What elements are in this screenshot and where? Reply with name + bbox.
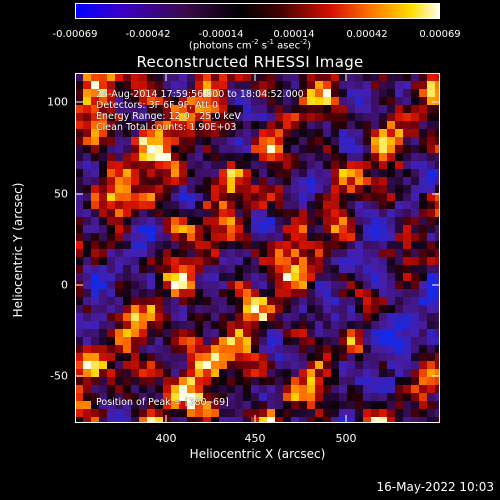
info-energy-range: Energy Range: 12.0 - 25.0 keV [96, 111, 241, 122]
y-tick-50: 50 [54, 187, 68, 201]
y-axis-label: Heliocentric Y (arcsec) [11, 182, 25, 318]
info-method-counts: Clean Total counts: 1.90E+03 [96, 122, 237, 133]
x-tick-400: 400 [155, 432, 177, 445]
y-tick-minus-50: -50 [50, 369, 68, 383]
plot-frame [75, 73, 440, 423]
info-time-range: 24-Aug-2014 17:59:56.000 to 18:04:52.000 [96, 89, 304, 100]
colorbar-tick-6: 0.00069 [419, 29, 461, 40]
colorbar-units: (photons cm-2 s-1 asec-2) [188, 38, 312, 52]
x-axis-label: Heliocentric X (arcsec) [189, 447, 326, 461]
colorbar-tick-2: -0.00042 [125, 29, 171, 40]
x-tick-500: 500 [335, 432, 357, 445]
info-detectors: Detectors: 3F 6F 9F, Att 0 [96, 100, 219, 111]
colorbar-tick-4: 0.00014 [273, 29, 315, 40]
colorbar-tick-1: -0.00069 [52, 29, 98, 40]
colorbar [75, 3, 440, 19]
axis-ticks [75, 73, 440, 423]
x-tick-450: 450 [244, 432, 266, 445]
rhessi-image [75, 73, 440, 423]
colorbar-tick-5: 0.00042 [346, 29, 388, 40]
footer-timestamp: 16-May-2022 10:03 [376, 480, 494, 494]
y-tick-0: 0 [61, 278, 68, 292]
info-peak-position: Position of Peak = [380,-69] [96, 397, 229, 408]
image-pixels [75, 73, 440, 423]
y-tick-100: 100 [47, 95, 68, 109]
colorbar-tick-3: -0.00014 [198, 29, 244, 40]
image-title: Reconstructed RHESSI Image [136, 53, 364, 71]
